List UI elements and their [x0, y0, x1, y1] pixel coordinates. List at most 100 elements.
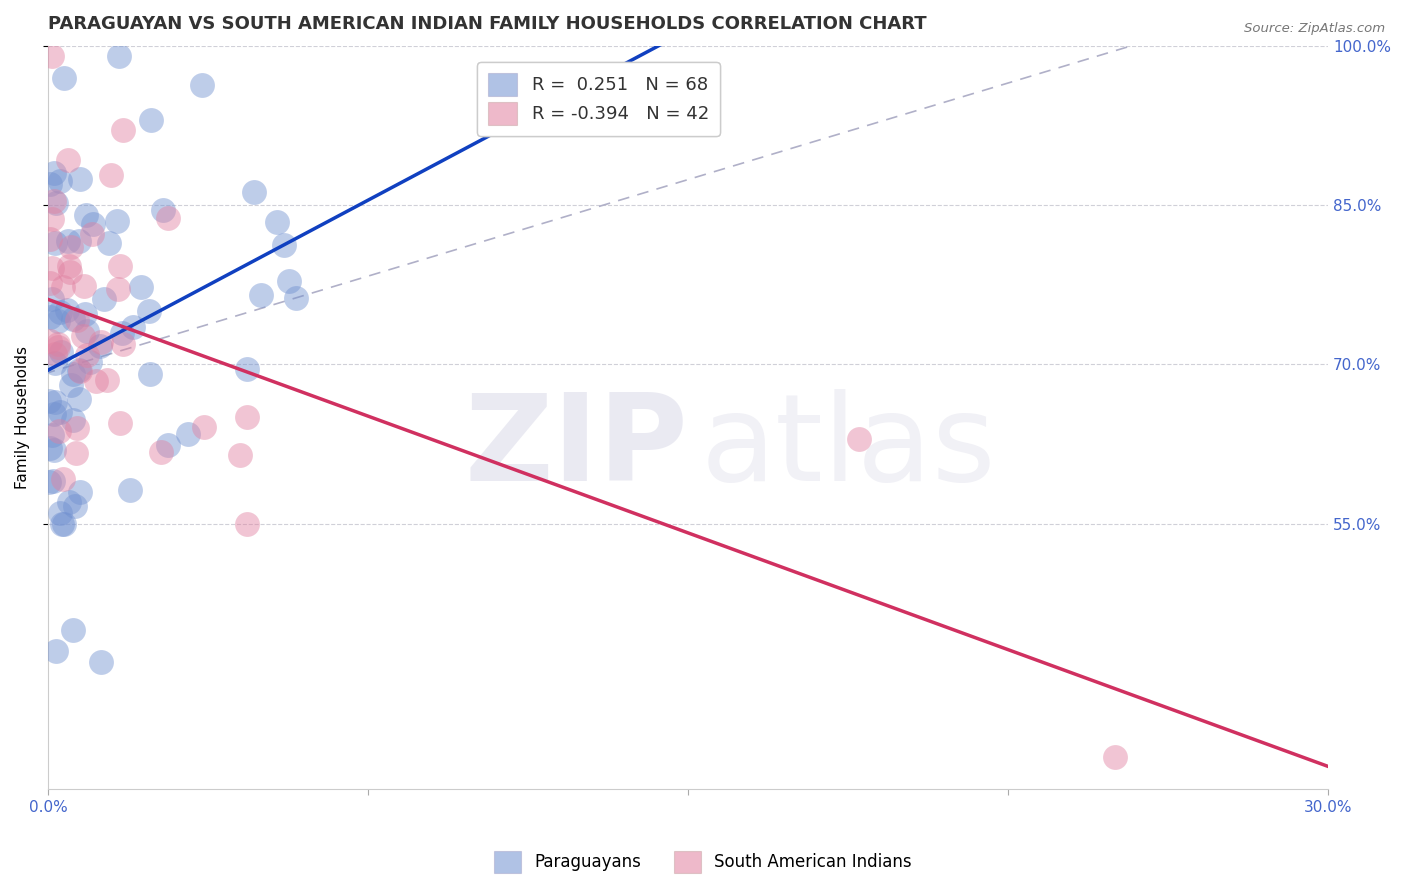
- Point: [46, 314, 69, 328]
- Point: [67, 234, 90, 248]
- Point: [177, 426, 200, 441]
- Text: Source: ZipAtlas.com: Source: ZipAtlas.com: [1244, 22, 1385, 36]
- Point: [41, 260, 63, 275]
- Point: [249, 288, 271, 302]
- Point: [90, 335, 112, 350]
- Point: [112, 336, 135, 351]
- Point: [41, 292, 63, 306]
- Point: [65, 445, 87, 459]
- Point: [44, 407, 66, 421]
- Point: [39, 334, 62, 349]
- Y-axis label: Family Households: Family Households: [15, 346, 30, 489]
- Point: [42, 442, 65, 457]
- Point: [98, 235, 121, 250]
- Point: [58, 495, 80, 509]
- Point: [44, 356, 66, 370]
- Point: [273, 237, 295, 252]
- Point: [49, 174, 72, 188]
- Point: [193, 419, 215, 434]
- Point: [111, 123, 134, 137]
- Point: [58, 153, 80, 167]
- Point: [42, 194, 65, 208]
- Point: [49, 405, 72, 419]
- Point: [49, 506, 72, 520]
- Point: [60, 378, 83, 392]
- Point: [67, 363, 90, 377]
- Point: [66, 421, 89, 435]
- Point: [105, 214, 128, 228]
- Point: [285, 291, 308, 305]
- Point: [44, 395, 66, 409]
- Point: [236, 362, 259, 376]
- Point: [75, 307, 97, 321]
- Point: [41, 211, 63, 226]
- Point: [52, 279, 75, 293]
- Point: [58, 265, 80, 279]
- Point: [69, 172, 91, 186]
- Point: [39, 232, 62, 246]
- Point: [46, 340, 69, 354]
- Point: [236, 516, 259, 531]
- Point: [90, 655, 112, 669]
- Point: [235, 409, 257, 424]
- Point: [62, 623, 84, 637]
- Point: [89, 339, 111, 353]
- Point: [243, 185, 266, 199]
- Point: [76, 348, 98, 362]
- Point: [45, 195, 67, 210]
- Point: [96, 373, 118, 387]
- Point: [129, 280, 152, 294]
- Point: [75, 208, 97, 222]
- Point: [38, 310, 60, 325]
- Point: [118, 483, 141, 497]
- Text: PARAGUAYAN VS SOUTH AMERICAN INDIAN FAMILY HOUSEHOLDS CORRELATION CHART: PARAGUAYAN VS SOUTH AMERICAN INDIAN FAMI…: [48, 15, 927, 33]
- Point: [277, 274, 299, 288]
- Point: [45, 644, 67, 658]
- Point: [62, 312, 84, 326]
- Point: [107, 282, 129, 296]
- Point: [84, 375, 107, 389]
- Point: [69, 484, 91, 499]
- Text: ZIP: ZIP: [464, 389, 688, 506]
- Point: [156, 211, 179, 225]
- Point: [44, 235, 66, 250]
- Point: [138, 367, 160, 381]
- Point: [63, 499, 86, 513]
- Text: atlas: atlas: [702, 389, 997, 506]
- Point: [69, 364, 91, 378]
- Point: [67, 392, 90, 407]
- Point: [93, 292, 115, 306]
- Point: [49, 305, 72, 319]
- Point: [56, 302, 79, 317]
- Point: [139, 113, 162, 128]
- Point: [48, 425, 70, 439]
- Point: [110, 326, 132, 340]
- Point: [42, 166, 65, 180]
- Point: [38, 475, 60, 489]
- Point: [72, 329, 94, 343]
- Point: [108, 417, 131, 431]
- Point: [82, 218, 104, 232]
- Point: [72, 278, 94, 293]
- Point: [58, 259, 80, 273]
- Point: [65, 312, 87, 326]
- Point: [39, 276, 62, 290]
- Point: [82, 227, 104, 242]
- Point: [62, 368, 84, 382]
- Point: [39, 177, 62, 191]
- Point: [79, 355, 101, 369]
- Point: [38, 394, 60, 409]
- Point: [49, 345, 72, 359]
- Point: [56, 235, 79, 249]
- Point: [108, 49, 131, 63]
- Point: [229, 448, 252, 462]
- Point: [59, 240, 82, 254]
- Point: [266, 215, 288, 229]
- Point: [156, 438, 179, 452]
- Point: [152, 202, 174, 217]
- Point: [1104, 750, 1126, 764]
- Point: [191, 78, 214, 93]
- Point: [100, 168, 122, 182]
- Point: [53, 70, 76, 85]
- Point: [41, 428, 63, 442]
